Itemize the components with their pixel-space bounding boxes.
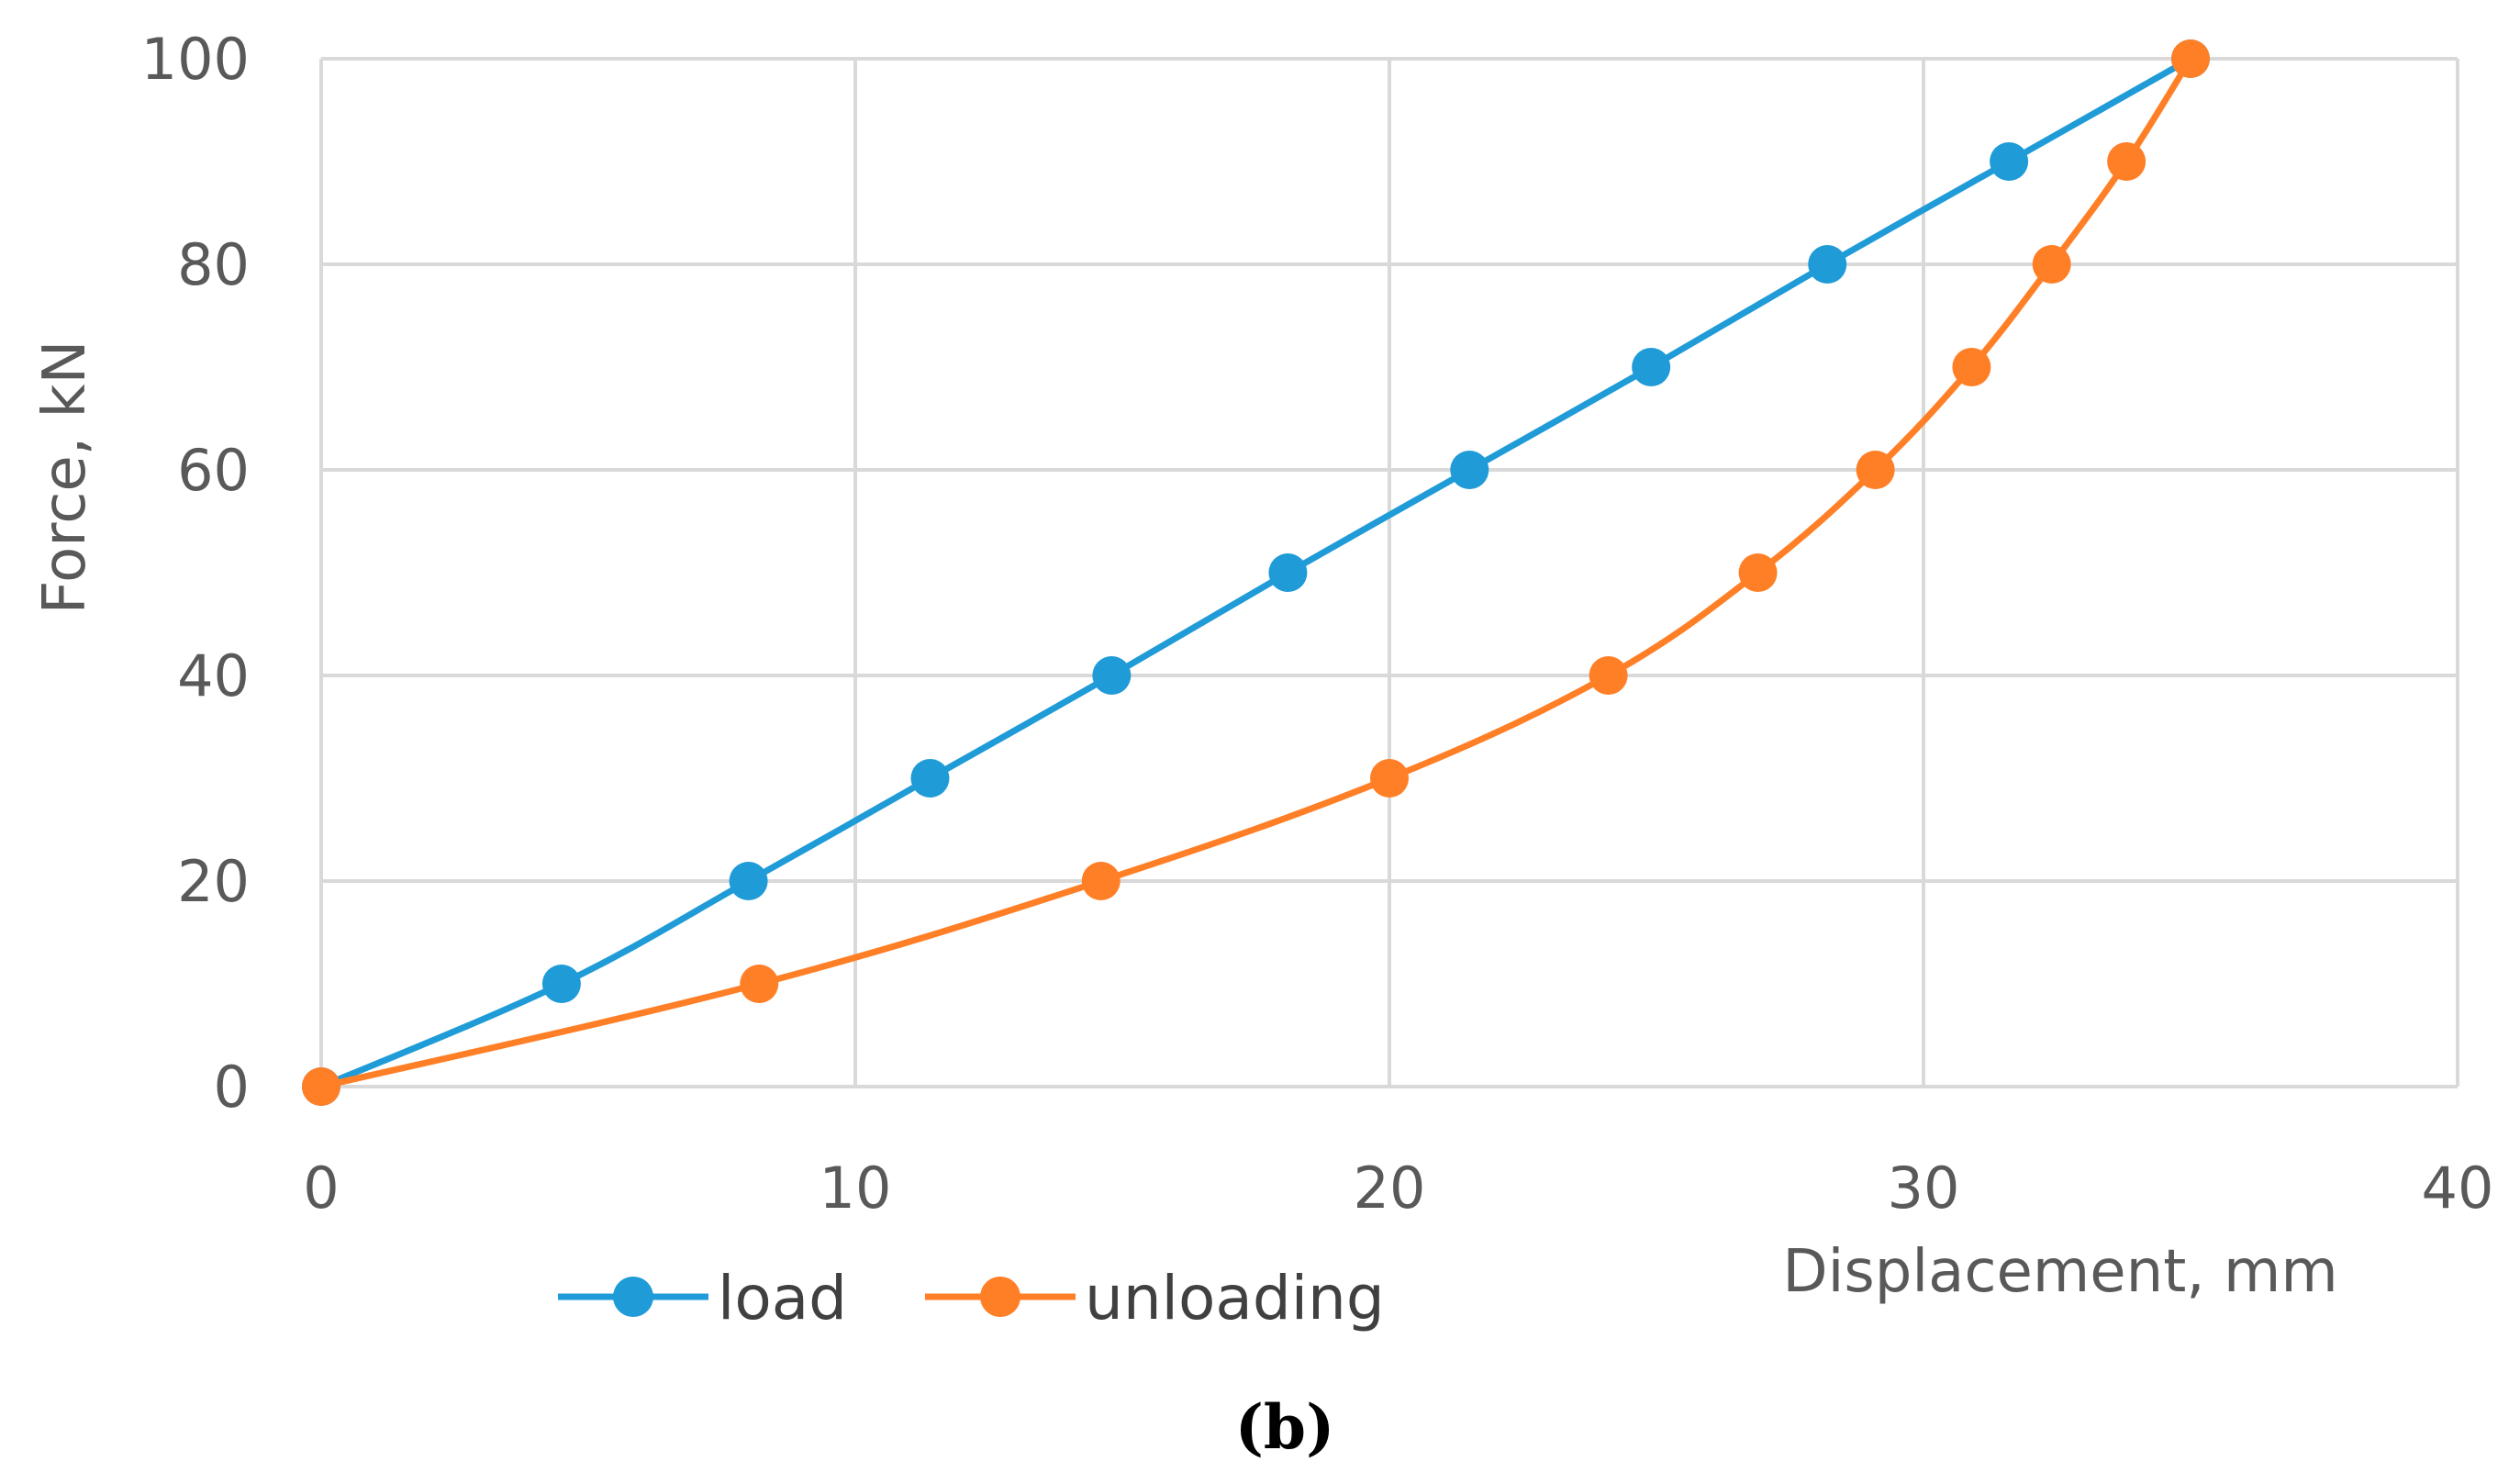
y-tick-label: 0 <box>214 1054 250 1121</box>
y-axis-label: Force, kN <box>31 340 99 615</box>
load-point <box>1632 348 1671 386</box>
unloading-point <box>740 965 779 1003</box>
x-tick-label: 30 <box>1888 1155 1960 1222</box>
unloading-point <box>1081 862 1121 900</box>
unloading-point <box>302 1067 340 1106</box>
x-tick-label: 0 <box>303 1155 339 1222</box>
legend-swatch-marker <box>980 1277 1020 1317</box>
y-tick-label: 80 <box>177 231 250 298</box>
grid-lines <box>319 57 2459 1088</box>
unloading-point <box>1856 451 1895 489</box>
legend-item-unloading: unloading <box>925 1263 1385 1333</box>
unloading-point <box>2032 245 2071 284</box>
load-line <box>319 55 2192 1090</box>
load-point <box>1450 451 1489 489</box>
x-tick-label: 20 <box>1354 1155 1426 1222</box>
y-tick-label: 40 <box>177 642 250 709</box>
series-unloading <box>302 39 2210 1106</box>
legend-label: load <box>718 1263 847 1333</box>
unloading-point <box>2107 142 2146 181</box>
load-point <box>729 862 768 900</box>
load-point <box>1990 142 2029 181</box>
unloading-point <box>1952 348 1991 386</box>
unloading-point <box>1370 759 1409 798</box>
y-tick-label: 60 <box>177 437 250 504</box>
x-tick-label: 40 <box>2422 1155 2494 1222</box>
y-tick-label: 100 <box>141 26 250 93</box>
unloading-point <box>1738 553 1778 592</box>
legend-label: unloading <box>1085 1263 1385 1333</box>
tick-labels: 0 20 40 60 80 100 0 10 20 30 40 <box>141 26 2494 1222</box>
y-tick-label: 20 <box>177 848 250 915</box>
figure-caption: (b) <box>1235 1391 1335 1463</box>
x-tick-label: 10 <box>820 1155 892 1222</box>
x-axis-label: Displacement, mm <box>1782 1238 2337 1306</box>
load-point <box>1268 553 1308 592</box>
legend-swatch-marker <box>613 1277 653 1317</box>
unloading-point <box>1589 656 1628 695</box>
unloading-point <box>2171 39 2210 78</box>
load-point <box>910 759 950 798</box>
series-layer <box>302 39 2210 1106</box>
legend-item-load: load <box>558 1263 847 1333</box>
legend: load unloading <box>558 1263 1385 1333</box>
unloading-line <box>320 57 2193 1090</box>
load-point <box>1092 656 1132 695</box>
load-point <box>541 965 581 1003</box>
load-point <box>1808 245 1847 284</box>
